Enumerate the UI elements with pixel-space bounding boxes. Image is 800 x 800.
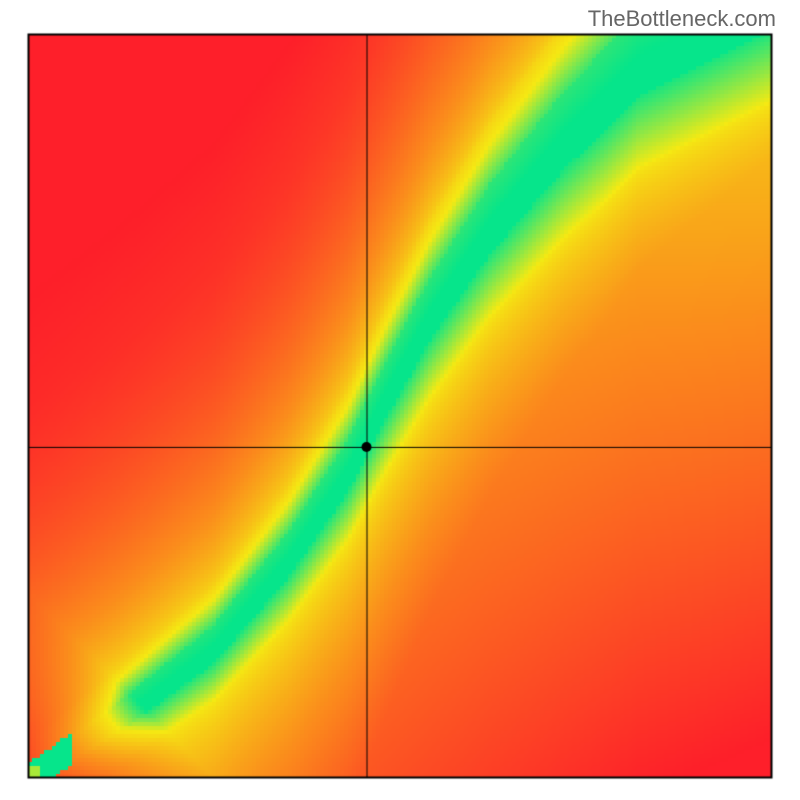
heatmap-plot [0,0,800,800]
watermark-text: TheBottleneck.com [588,6,776,32]
chart-container: TheBottleneck.com [0,0,800,800]
